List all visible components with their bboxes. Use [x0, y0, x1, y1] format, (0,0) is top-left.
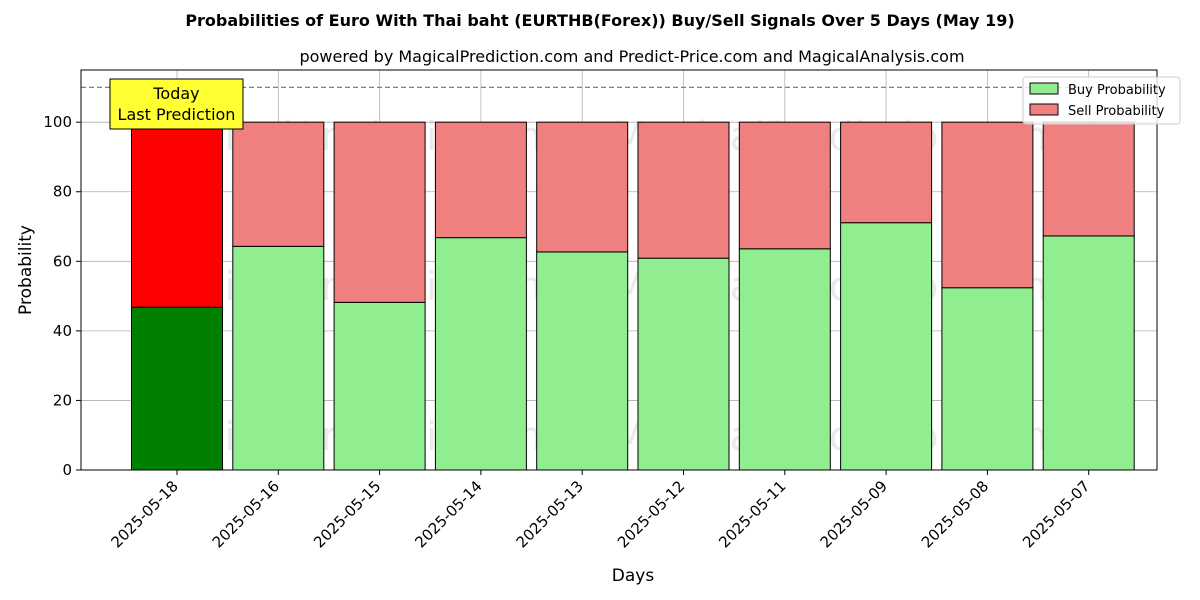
- bar-sell-2025-05-14: [434, 121, 527, 239]
- today-annotation: Today Last Prediction: [109, 78, 244, 130]
- y-tick-label-3: 60: [53, 252, 72, 270]
- x-axis-label: Days: [612, 566, 655, 586]
- y-axis-label: Probability: [16, 225, 36, 315]
- plot-area-frame: [80, 69, 1158, 471]
- legend-box: [1022, 76, 1181, 125]
- x-axis: 2025-05-18 2025-05-16 2025-05-15 2025-05-14…: [107, 470, 1094, 551]
- bars-layer: [131, 121, 1135, 471]
- y-axis: 0 20 40 60 80 100: [43, 113, 81, 479]
- x-tick-label-9: 2025-05-07: [1019, 477, 1093, 551]
- x-tick-label-7: 2025-05-09: [817, 477, 891, 551]
- x-tick-label-1: 2025-05-16: [209, 477, 283, 551]
- bar-sell-2025-05-08: [941, 121, 1034, 289]
- bar-buy-2025-05-16: [232, 245, 325, 471]
- bar-buy-2025-05-09: [840, 222, 933, 471]
- y-tick-label-0: 0: [62, 461, 72, 479]
- x-tick-label-0: 2025-05-18: [107, 477, 181, 551]
- x-tick-label-6: 2025-05-11: [715, 477, 789, 551]
- bar-buy-2025-05-13: [536, 251, 629, 471]
- annotation-box: [109, 78, 244, 130]
- x-tick-label-2: 2025-05-15: [310, 477, 384, 551]
- x-tick-label-8: 2025-05-08: [918, 477, 992, 551]
- bar-sell-2025-05-13: [536, 121, 629, 253]
- y-tick-label-1: 20: [53, 391, 72, 409]
- legend: Buy Probability Sell Probability: [1022, 76, 1181, 125]
- chart-subtitle: powered by MagicalPrediction.com and Pre…: [299, 47, 964, 66]
- bar-buy-2025-05-07: [1042, 235, 1135, 471]
- bar-buy-2025-05-14: [434, 237, 527, 471]
- bar-sell-2025-05-11: [738, 121, 831, 250]
- x-tick-label-4: 2025-05-13: [513, 477, 587, 551]
- annotation-line2: Last Prediction: [118, 105, 236, 124]
- bar-buy-2025-05-15: [333, 301, 426, 471]
- y-tick-label-5: 100: [43, 113, 72, 131]
- legend-swatch-buy: [1029, 82, 1059, 95]
- y-tick-label-2: 40: [53, 322, 72, 340]
- bar-sell-2025-05-12: [637, 121, 730, 259]
- bar-buy-2025-05-08: [941, 287, 1034, 471]
- bar-sell-2025-05-16: [232, 121, 325, 247]
- bar-sell-2025-05-18: [131, 121, 223, 308]
- bar-buy-2025-05-12: [637, 257, 730, 471]
- y-tick-label-4: 80: [53, 183, 72, 201]
- bar-sell-2025-05-15: [333, 121, 426, 303]
- annotation-line1: Today: [152, 84, 199, 103]
- legend-swatch-sell: [1029, 103, 1059, 116]
- bar-buy-2025-05-18: [131, 306, 223, 471]
- bar-sell-2025-05-07: [1042, 121, 1135, 237]
- bar-buy-2025-05-11: [738, 248, 831, 471]
- bar-sell-2025-05-09: [840, 121, 933, 224]
- legend-label-buy: Buy Probability: [1068, 83, 1166, 98]
- legend-label-sell: Sell Probability: [1068, 104, 1165, 119]
- chart-title: Probabilities of Euro With Thai baht (EU…: [185, 11, 1014, 30]
- x-tick-label-3: 2025-05-14: [411, 477, 485, 551]
- x-tick-label-5: 2025-05-12: [614, 477, 688, 551]
